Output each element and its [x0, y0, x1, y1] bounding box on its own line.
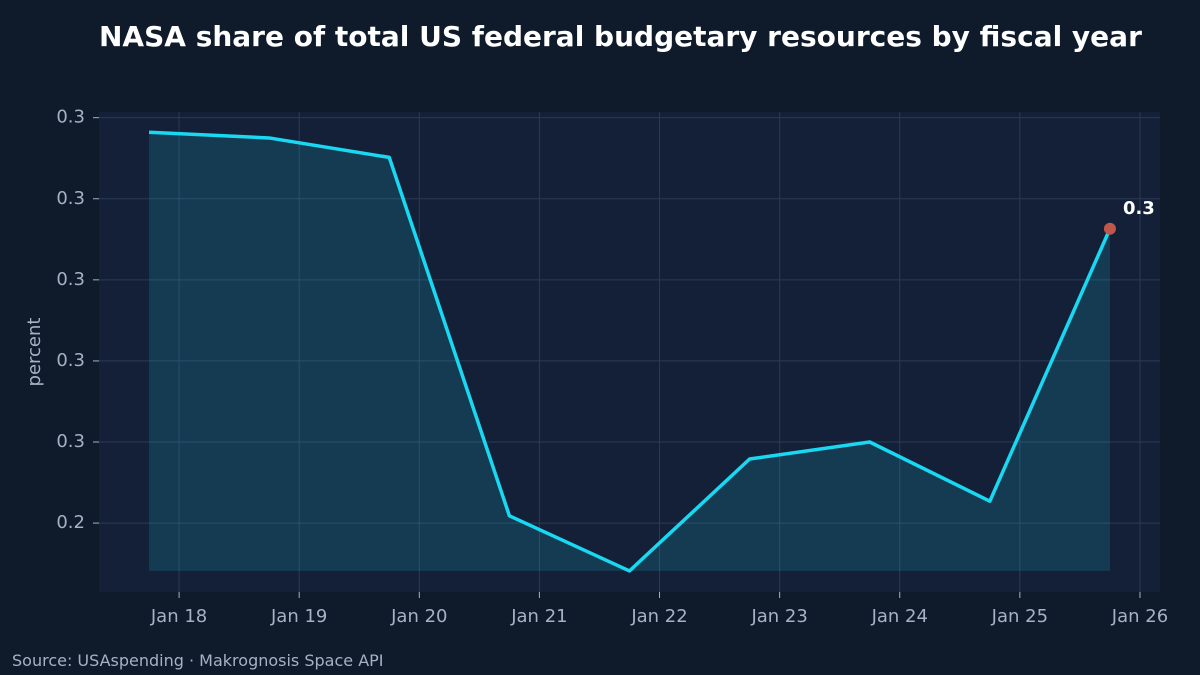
line [148, 130, 1112, 573]
y-tick-label: 0.3 [56, 431, 85, 452]
x-tick-label: Jan 19 [270, 606, 327, 627]
x-tick-label: Jan 26 [1111, 606, 1168, 627]
x-tick-label: Jan 25 [991, 606, 1048, 627]
y-tick-label: 0.3 [56, 107, 85, 128]
value-label: 0.3 [1123, 198, 1155, 219]
y-tick-label: 0.3 [56, 350, 85, 371]
area [149, 132, 1110, 571]
y-tick-label: 0.3 [56, 269, 85, 290]
plot-area [99, 112, 1160, 592]
x-tick-label: Jan 21 [510, 606, 567, 627]
y-axis-label: percent [24, 318, 45, 387]
chart: percent 0.2 0.3 0.3 0.3 0.3 0.3 Jan 18 Jan 19 Ja… [24, 107, 1168, 627]
x-tick-label: Jan 18 [150, 606, 207, 627]
x-tick-label: Jan 22 [630, 606, 687, 627]
x-tick-label: Jan 24 [871, 606, 928, 627]
y-tick-label: 0.3 [56, 188, 85, 209]
x-tick-label: Jan 23 [750, 606, 807, 627]
chart-title: NASA share of total US federal budgetary… [99, 20, 1142, 53]
y-tick-label: 0.2 [56, 512, 85, 533]
highlight-point [1103, 222, 1116, 235]
source-note: Source: USAspending · Makrognosis Space … [12, 651, 384, 670]
x-tick-label: Jan 20 [390, 606, 447, 627]
